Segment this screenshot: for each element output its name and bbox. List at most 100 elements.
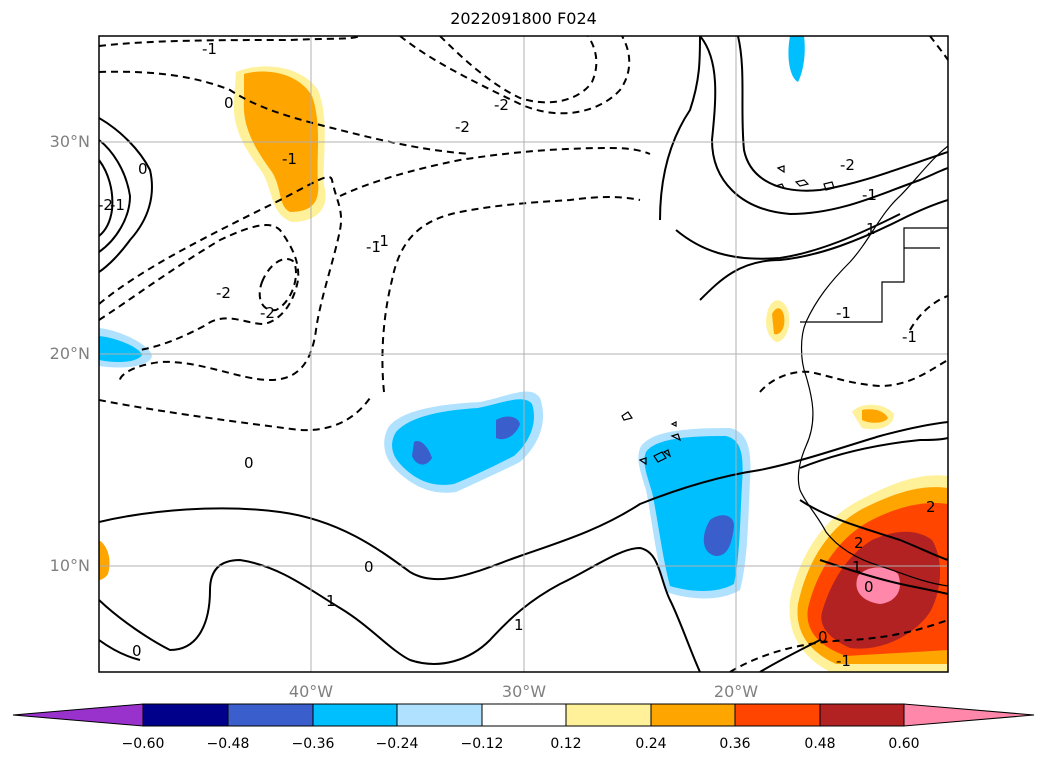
contour-neg-2-ridge <box>339 146 651 197</box>
contour-label: -2 <box>98 196 113 214</box>
positive-shading-west-edge <box>99 540 110 580</box>
contour-label: -2 <box>455 118 470 136</box>
contour-label: 0 <box>224 94 234 112</box>
coastlines <box>621 145 948 587</box>
contour-one-west <box>99 139 132 253</box>
contour-neg-1-ridge <box>381 196 641 393</box>
contour-two-east-curve <box>699 36 948 216</box>
contour-label: 0 <box>244 454 254 472</box>
contour-label: -2 <box>216 284 231 302</box>
colorbar-segment <box>819 703 905 727</box>
lon-tick-label: 30°W <box>501 682 547 701</box>
colorbar-tick-label: 0.12 <box>550 736 582 752</box>
negative-shading-central-core-b <box>412 440 432 465</box>
contour-label: -2 <box>494 96 509 114</box>
contour-two-west <box>99 159 114 237</box>
lat-tick-label: 30°N <box>49 132 90 151</box>
contour-neg-0-west <box>99 397 371 432</box>
negative-shading-east-core <box>703 515 734 556</box>
island-cape-verde-6 <box>670 421 677 427</box>
colorbar-segment <box>734 703 821 727</box>
contour-label: 0 <box>138 160 148 178</box>
positive-shading-small-b-core <box>862 409 888 423</box>
island-cape-verde-4 <box>670 433 682 442</box>
contour-label: -1 <box>836 304 851 322</box>
colorbar-tick-label: −0.12 <box>460 736 504 752</box>
colorbar-segment <box>481 703 567 727</box>
colorbar-extend-high <box>903 703 1035 727</box>
negative-shading-central-core-a <box>496 416 520 440</box>
lon-tick-label: 40°W <box>288 682 334 701</box>
map-title: 2022091800 F024 <box>450 9 597 28</box>
contour-label: 0 <box>818 628 828 646</box>
contour-label: -1 <box>374 232 389 250</box>
contour-label: 1 <box>326 592 336 610</box>
contour-neg-2-central <box>99 224 300 351</box>
contour-label: -2 <box>260 304 275 322</box>
colorbar-extend-low <box>12 703 144 727</box>
contour-label-layer: -1 -2 0 -1 -2 -2 -1 0 -1 -2 -2 -1 0 -1 -… <box>98 40 936 670</box>
contour-neg-2-inner <box>439 36 598 104</box>
contour-one-east-curve <box>675 213 901 260</box>
contour-two-inner-east <box>737 36 948 192</box>
contour-label: -1 <box>836 652 851 670</box>
island-cluster-canary-2 <box>794 179 810 187</box>
colorbar-segment <box>650 703 736 727</box>
contour-neg-se <box>729 619 948 672</box>
contour-zero-bottom-left <box>99 639 141 661</box>
negative-shading-west-edge-core <box>99 336 142 363</box>
island-cluster-canary-1 <box>773 183 786 189</box>
map-frame <box>98 35 949 673</box>
contour-zero-south <box>99 421 948 581</box>
contour-neg-1-east <box>909 295 948 331</box>
colorbar-tick-label: 0.36 <box>719 736 751 752</box>
colorbar-tick-label: −0.48 <box>206 736 250 752</box>
gridlines <box>99 36 948 672</box>
colorbar-segment <box>142 703 229 727</box>
contour-se-upper <box>799 499 948 561</box>
island-cape-verde-2 <box>653 451 667 463</box>
colorbar-tick-label: 0.24 <box>635 736 667 752</box>
contour-one-east-coast <box>799 437 948 469</box>
island-cape-verde-1 <box>621 411 633 421</box>
positive-shading-small-a-core <box>772 308 785 335</box>
contour-one-east-band <box>659 36 701 221</box>
africa-coastline <box>797 145 948 587</box>
island-cluster-canary-3 <box>823 181 835 191</box>
contour-label: -2 <box>840 156 855 174</box>
colorbar-segment <box>312 703 398 727</box>
island-cape-verde-5 <box>662 449 672 458</box>
colorbar <box>12 703 1035 727</box>
contour-one-south <box>99 546 701 672</box>
contour-lines <box>99 36 948 672</box>
colorbar-tick-label: 0.48 <box>804 736 836 752</box>
contour-neg-top-right <box>929 36 948 61</box>
lon-tick-label: 20°W <box>713 682 759 701</box>
contour-neg-0-east <box>759 359 948 393</box>
contour-se-lower <box>819 559 948 595</box>
contour-label: 0 <box>132 642 142 660</box>
contour-label: 2 <box>926 498 936 516</box>
contour-label: 1 <box>852 558 862 576</box>
contour-label: 2 <box>854 534 864 552</box>
contour-label: -1 <box>366 238 381 256</box>
contour-neg-2-small <box>258 257 297 312</box>
colorbar-tick-label: −0.36 <box>291 736 335 752</box>
contour-zero-east-band <box>699 199 948 301</box>
colorbar-tick-label: −0.24 <box>375 736 419 752</box>
western-sahara-border <box>800 227 948 323</box>
colorbar-tick-label: −0.60 <box>121 736 165 752</box>
contour-label: 1 <box>514 616 524 634</box>
contour-zero-se <box>759 639 821 672</box>
lat-tick-label: 20°N <box>49 344 90 363</box>
contour-neg-1-north <box>99 36 361 47</box>
colorbar-tick-label: 0.60 <box>888 736 920 752</box>
colorbar-segment <box>565 703 652 727</box>
contour-zero-west <box>99 117 153 273</box>
contour-label: -1 <box>902 328 917 346</box>
negative-shading-north-east <box>788 36 805 82</box>
contour-label: -1 <box>282 150 297 168</box>
contour-neg-2-ring <box>399 36 631 115</box>
